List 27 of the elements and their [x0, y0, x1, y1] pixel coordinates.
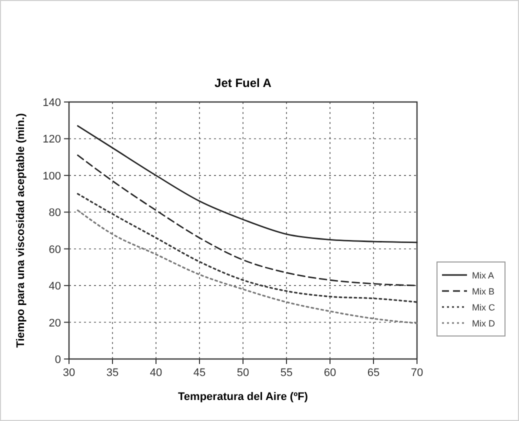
y-tick-label: 100	[42, 170, 61, 182]
line-series	[77, 125, 418, 244]
legend-label: Mix D	[472, 318, 496, 328]
x-tick-label: 50	[236, 367, 250, 379]
y-tick-label: 80	[48, 207, 61, 220]
x-tick-label: 65	[367, 367, 380, 379]
x-tick-label: 60	[324, 367, 336, 379]
legend-label: Mix B	[472, 286, 494, 296]
y-tick-label: 20	[48, 317, 61, 330]
y-tick-label: 60	[48, 244, 61, 256]
y-axis-title: Tiempo para una viscosidad aceptable (min.)	[15, 112, 27, 348]
y-tick-label: 0	[54, 354, 61, 366]
legend-label: Mix A	[472, 270, 494, 280]
x-tick-label: 45	[193, 367, 206, 379]
x-tick-label: 40	[150, 367, 162, 379]
x-tick-label: 35	[106, 367, 119, 379]
legend-label: Mix C	[472, 302, 496, 312]
y-tick-label: 40	[48, 280, 61, 293]
y-tick-label: 140	[42, 97, 61, 109]
x-tick-label: 70	[410, 367, 424, 379]
x-axis-title: Temperatura del Aire (ºF)	[178, 391, 308, 403]
x-tick-label: 55	[280, 367, 293, 379]
y-tick-label: 120	[42, 134, 61, 146]
line-series	[77, 154, 418, 286]
line-series	[76, 210, 418, 324]
x-tick-label: 30	[62, 367, 76, 379]
chart-title: Jet Fuel A	[214, 76, 272, 90]
